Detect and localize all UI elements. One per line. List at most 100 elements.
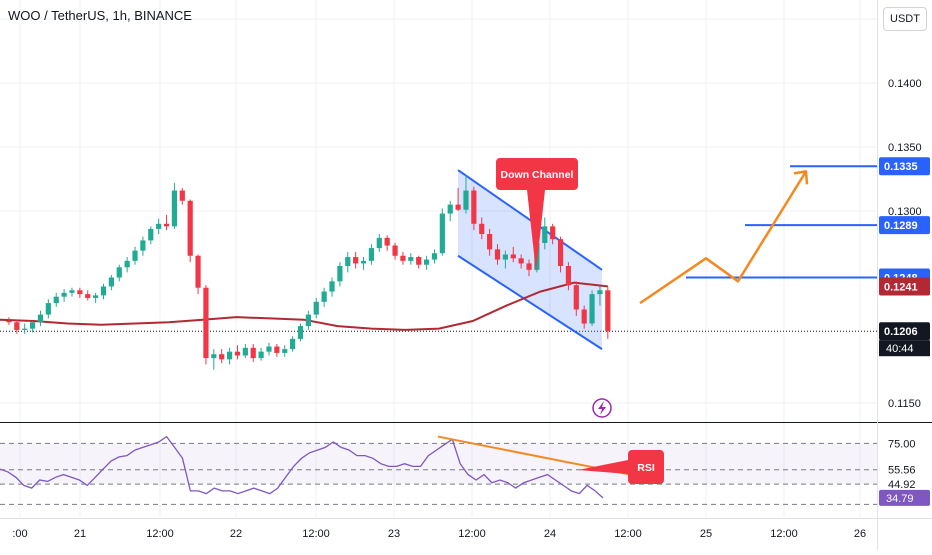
candle-body <box>274 346 280 353</box>
candle-body <box>494 249 501 260</box>
candle-body <box>455 204 461 210</box>
price-label-box <box>879 322 930 341</box>
candle-body <box>431 253 438 260</box>
price-axis: 0.14500.14000.13500.13000.11500.13350.12… <box>879 14 930 506</box>
rsi-tick-label: 55.56 <box>888 465 916 477</box>
candle-body <box>408 257 414 261</box>
candle-body <box>313 301 319 315</box>
candle-body <box>22 328 28 330</box>
rsi-current-label: 34.79 <box>886 493 914 505</box>
rsi-tick-label: 44.92 <box>888 479 916 491</box>
time-tick-label: 12:00 <box>770 528 798 540</box>
candle-body <box>463 190 469 210</box>
price-label-box <box>879 216 930 235</box>
rsi-band <box>0 443 877 485</box>
time-tick-label: 22 <box>230 528 242 540</box>
candle-body <box>321 291 327 302</box>
candle-body <box>542 226 548 243</box>
candle-body <box>550 226 556 240</box>
horizontal-levels <box>0 165 877 332</box>
candle-body <box>305 314 311 327</box>
channel-upper-line <box>457 169 603 271</box>
candle-body <box>502 254 508 260</box>
candle-body <box>360 260 367 264</box>
rsi-line <box>0 435 604 499</box>
candle-body <box>61 292 67 297</box>
price-tick-label: 0.1350 <box>888 142 922 154</box>
price-label: 0.1206 <box>884 326 918 338</box>
time-tick-label: 25 <box>700 528 712 540</box>
rsi-pane: RSI <box>0 435 877 505</box>
price-label: 0.1241 <box>884 281 918 293</box>
candle-body <box>116 267 122 278</box>
time-tick-label: 24 <box>544 528 556 540</box>
candle-body <box>416 257 422 265</box>
candle-body <box>266 346 272 352</box>
candle-body <box>353 257 359 264</box>
projection-arrow <box>639 170 809 305</box>
candle-body <box>203 287 209 359</box>
candle-body <box>148 228 154 241</box>
candle-body <box>29 322 36 329</box>
candles <box>6 175 611 370</box>
candle-body <box>258 351 264 359</box>
rsi-tick-label: 75.00 <box>888 438 916 450</box>
rsi-annotation-label: RSI <box>637 462 655 474</box>
price-tick-label: 0.1400 <box>888 78 922 90</box>
candle-body <box>226 351 233 360</box>
candle-body <box>85 294 91 298</box>
price-label-box <box>879 277 930 296</box>
moving-average-line <box>0 281 608 331</box>
candle-body <box>93 295 99 298</box>
time-tick-label: :00 <box>12 528 27 540</box>
price-label-box <box>879 157 930 176</box>
candle-body <box>108 277 114 287</box>
annotation-box <box>496 158 578 190</box>
candle-body <box>471 190 477 224</box>
down-channel <box>457 169 603 350</box>
price-label: 0.1335 <box>884 161 918 173</box>
chart-title: WOO / TetherUS, 1h, BINANCE <box>8 8 192 23</box>
rsi-annotation-box <box>628 450 664 484</box>
time-tick-label: 12:00 <box>614 528 642 540</box>
candle-body <box>479 223 485 235</box>
candle-body <box>187 200 193 256</box>
candle-body <box>77 290 83 295</box>
flash-icon <box>592 398 612 418</box>
candle-body <box>6 320 12 323</box>
projection-arrowhead <box>793 170 809 185</box>
time-tick-label: 21 <box>74 528 86 540</box>
candle-body <box>423 259 430 265</box>
candle-body <box>510 254 516 259</box>
candle-body <box>581 309 587 324</box>
candle-body <box>337 265 343 282</box>
candle-body <box>69 290 75 293</box>
candle-body <box>45 303 51 315</box>
candle-body <box>195 255 201 288</box>
currency-button[interactable]: USDT <box>883 7 927 31</box>
annotation-pointer <box>527 190 545 272</box>
price-tick-label: 0.1300 <box>888 206 922 218</box>
price-label: 0.1289 <box>884 220 918 232</box>
candle-body <box>329 281 335 292</box>
candle-body <box>597 290 603 295</box>
flash-icon-bolt <box>598 401 606 415</box>
candle-body <box>605 290 611 332</box>
rsi-current-box <box>879 489 930 506</box>
time-tick-label: 12:00 <box>302 528 330 540</box>
candle-body <box>250 347 256 359</box>
candle-body <box>124 260 130 268</box>
down-channel-annotation: Down Channel <box>496 158 612 418</box>
candle-body <box>526 263 532 270</box>
candle-body <box>392 245 398 256</box>
candle-body <box>345 257 351 266</box>
price-tick-label: 0.1150 <box>888 398 921 410</box>
candle-body <box>37 314 44 323</box>
time-tick-label: 23 <box>388 528 400 540</box>
projection-path <box>639 170 808 305</box>
candle-body <box>487 234 493 250</box>
candle-body <box>589 294 595 324</box>
candle-body <box>297 326 304 339</box>
